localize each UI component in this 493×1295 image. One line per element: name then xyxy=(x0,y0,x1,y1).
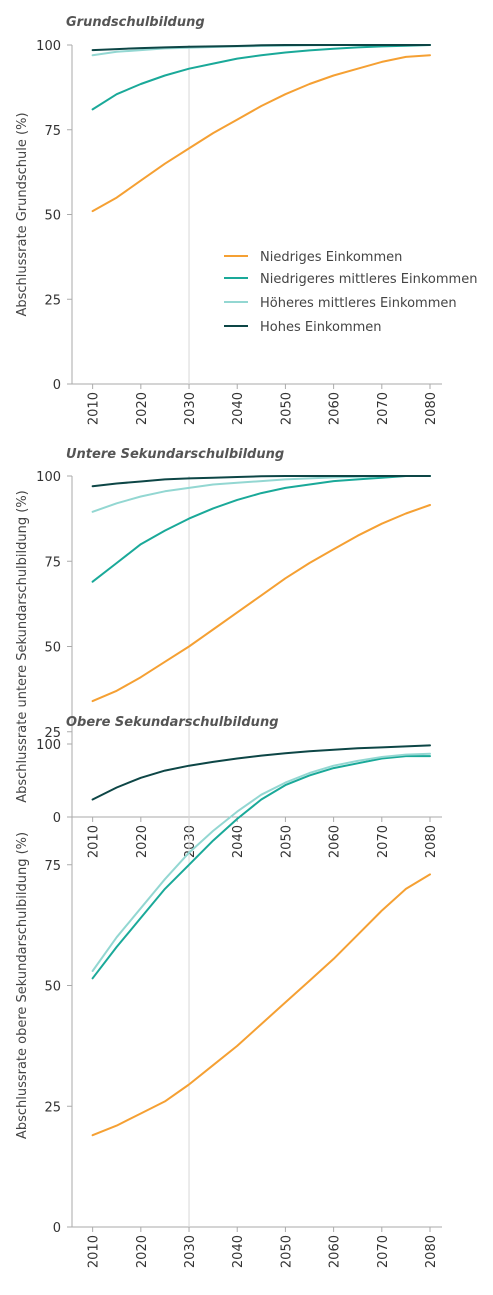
series-line-low xyxy=(91,873,431,1137)
y-tick-label: 100 xyxy=(36,738,61,753)
x-tick-label: 2010 xyxy=(87,825,102,858)
legend-item-low: Niedriges Einkommen xyxy=(224,250,402,265)
series-line-low xyxy=(91,54,431,213)
x-tick-label: 2010 xyxy=(87,392,102,425)
y-tick-label: 100 xyxy=(36,470,61,485)
panel-lines xyxy=(91,475,431,703)
x-tick-label: 2060 xyxy=(328,1235,343,1268)
legend-item-high: Hohes Einkommen xyxy=(224,320,382,335)
y-tick-label: 50 xyxy=(44,209,61,224)
x-tick-label: 2020 xyxy=(135,1235,150,1268)
y-tick-label: 0 xyxy=(53,811,61,826)
panel-xticks: 2010 2020 2030 2040 2050 2060 2070 2080 xyxy=(87,817,439,858)
y-tick-label: 50 xyxy=(44,641,61,656)
x-tick-label: 2060 xyxy=(328,825,343,858)
x-tick-label: 2040 xyxy=(231,1235,246,1268)
x-tick-label: 2070 xyxy=(376,392,391,425)
x-tick-label: 2030 xyxy=(183,1235,198,1268)
y-tick-label: 0 xyxy=(53,378,61,393)
legend-label-lower-middle: Niedrigeres mittleres Einkommen xyxy=(260,272,477,287)
x-tick-label: 2020 xyxy=(135,825,150,858)
panel-title: Untere Sekundarschulbildung xyxy=(66,447,284,462)
y-tick-label: 75 xyxy=(44,859,61,874)
panel-ylabel: Abschlussrate Grundschule (%) xyxy=(15,112,30,316)
x-tick-label: 2030 xyxy=(183,392,198,425)
y-tick-label: 75 xyxy=(44,124,61,139)
series-line-lower-middle xyxy=(91,475,431,583)
x-tick-label: 2040 xyxy=(231,825,246,858)
x-tick-label: 2050 xyxy=(279,1235,294,1268)
x-tick-label: 2060 xyxy=(328,392,343,425)
panel-xticks: 2010 2020 2030 2040 2050 2060 2070 2080 xyxy=(87,384,439,425)
legend-label-low: Niedriges Einkommen xyxy=(260,250,402,265)
legend-item-upper-middle: Höheres mittleres Einkommen xyxy=(224,296,457,311)
x-tick-label: 2040 xyxy=(231,392,246,425)
legend-label-upper-middle: Höheres mittleres Einkommen xyxy=(260,296,457,311)
legend-label-high: Hohes Einkommen xyxy=(260,320,382,335)
panel-title: Grundschulbildung xyxy=(66,15,205,30)
panel-yticks: 0 25 50 75 100 xyxy=(36,470,72,826)
x-tick-label: 2010 xyxy=(87,1235,102,1268)
series-line-lower-middle xyxy=(91,755,431,980)
x-tick-label: 2020 xyxy=(135,392,150,425)
x-tick-label: 2050 xyxy=(279,392,294,425)
y-tick-label: 50 xyxy=(44,980,61,995)
series-line-high xyxy=(91,744,431,801)
series-line-lower-middle xyxy=(91,44,431,111)
legend-item-lower-middle: Niedrigeres mittleres Einkommen xyxy=(224,272,477,287)
series-line-high xyxy=(91,475,431,488)
x-tick-label: 2050 xyxy=(279,825,294,858)
x-tick-label: 2080 xyxy=(424,1235,439,1268)
y-tick-label: 75 xyxy=(44,555,61,570)
y-tick-label: 25 xyxy=(44,1100,61,1115)
series-line-low xyxy=(91,504,431,703)
legend: Niedriges Einkommen Niedrigeres mittlere… xyxy=(224,250,477,335)
y-tick-label: 25 xyxy=(44,726,61,741)
y-tick-label: 25 xyxy=(44,293,61,308)
y-tick-label: 100 xyxy=(36,39,61,54)
series-line-high xyxy=(91,44,431,52)
x-tick-label: 2080 xyxy=(424,392,439,425)
panel-ylabel: Abschlussrate untere Sekundarschulbildun… xyxy=(15,490,30,803)
panel-ylabel: Abschlussrate obere Sekundarschulbildung… xyxy=(15,832,30,1139)
panel-title: Obere Sekundarschulbildung xyxy=(66,715,279,730)
panel-xticks: 2010 2020 2030 2040 2050 2060 2070 2080 xyxy=(87,1227,439,1268)
panel-yticks: 0 25 50 75 100 xyxy=(36,738,72,1236)
panel-yticks: 0 25 50 75 100 xyxy=(36,39,72,393)
y-tick-label: 0 xyxy=(53,1221,61,1236)
x-tick-label: 2070 xyxy=(376,1235,391,1268)
x-tick-label: 2070 xyxy=(376,825,391,858)
series-line-upper-middle xyxy=(91,752,431,972)
panel-lines xyxy=(91,744,431,1137)
x-tick-label: 2080 xyxy=(424,825,439,858)
panel-lines xyxy=(91,44,431,213)
x-tick-label: 2030 xyxy=(183,825,198,858)
